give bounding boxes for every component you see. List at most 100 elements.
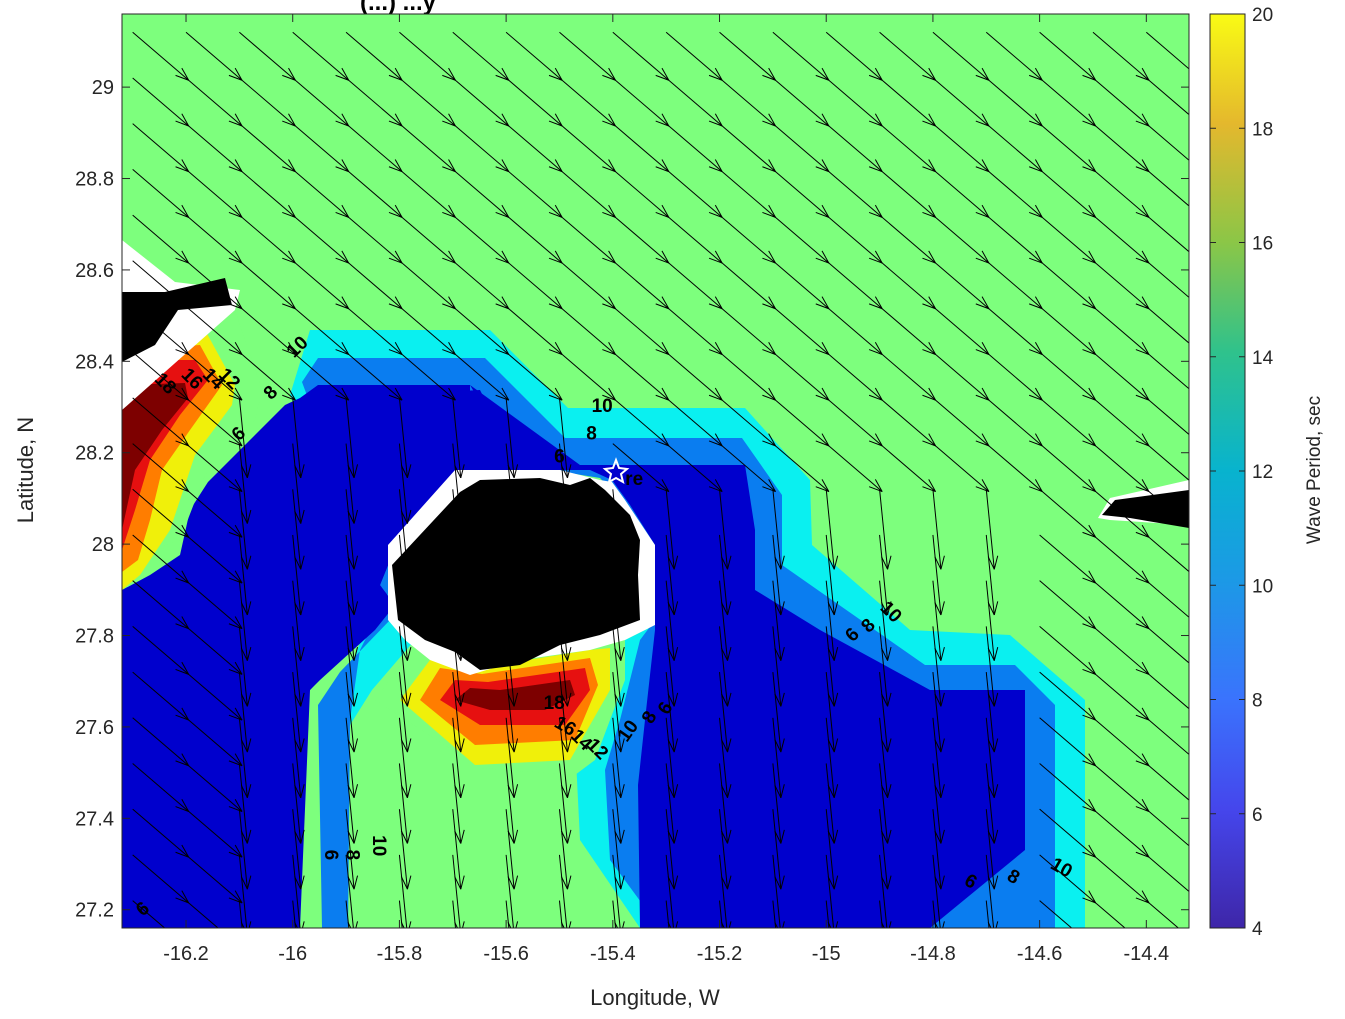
vector-head xyxy=(673,555,679,570)
vector-shaft xyxy=(665,534,675,616)
vector-head xyxy=(815,211,830,218)
vector-shaft xyxy=(132,397,189,447)
vector-head xyxy=(1141,753,1150,767)
vector-head xyxy=(507,693,515,707)
vector-shaft xyxy=(559,77,616,127)
vector-head xyxy=(714,159,723,172)
vector-head xyxy=(1028,257,1043,264)
vector-shaft xyxy=(185,443,243,492)
vector-shaft xyxy=(239,260,296,310)
vector-shaft xyxy=(238,900,243,928)
vector-head xyxy=(720,784,728,798)
vector-head xyxy=(1141,616,1150,629)
vector-head xyxy=(1034,387,1043,401)
vector-head xyxy=(1135,486,1150,493)
vector-shaft xyxy=(719,169,776,218)
vector-shaft xyxy=(719,672,729,753)
vector-head xyxy=(1195,936,1202,948)
vector-shaft xyxy=(719,489,729,570)
vector-head xyxy=(774,556,782,570)
vector-head xyxy=(833,875,839,890)
vector-head xyxy=(1028,74,1043,81)
vector-head xyxy=(833,829,839,844)
vector-head xyxy=(975,74,990,81)
vector-head xyxy=(248,921,252,928)
vector-shaft xyxy=(132,123,189,173)
vector-shaft xyxy=(879,854,888,928)
vector-head xyxy=(655,303,669,310)
vector-head xyxy=(981,433,990,447)
vector-head xyxy=(406,555,412,570)
contour-label: 8 xyxy=(341,850,362,861)
vector-head xyxy=(821,387,830,401)
vector-head xyxy=(400,830,408,844)
vector-head xyxy=(353,509,359,524)
vector-head xyxy=(347,830,355,844)
vector-head xyxy=(548,120,563,127)
vector-head xyxy=(708,440,723,447)
vector-shaft xyxy=(719,900,723,928)
x-axis-label: Longitude, W xyxy=(590,985,720,1010)
vector-head xyxy=(181,433,190,447)
vector-shaft xyxy=(452,672,462,753)
y-axis-ticks: 27.2 27.4 27.6 27.8 28 28.2 28.4 28.6 28.8 29 xyxy=(75,77,1189,922)
vector-head xyxy=(347,784,355,798)
vector-head xyxy=(460,784,465,798)
vector-head xyxy=(353,646,359,661)
vector-head xyxy=(775,968,781,981)
vector-head xyxy=(181,707,190,721)
vector-head xyxy=(655,394,669,401)
vector-head xyxy=(548,166,563,173)
vector-head xyxy=(181,616,190,629)
vector-head xyxy=(975,394,990,401)
vector-shaft xyxy=(132,717,189,767)
vector-shaft xyxy=(239,169,296,218)
vector-head xyxy=(300,829,305,844)
vector-head xyxy=(295,968,301,981)
vector-head xyxy=(614,647,622,661)
vector-head xyxy=(981,113,990,127)
vector-head xyxy=(234,433,243,447)
vector-shaft xyxy=(505,260,563,310)
vector-head xyxy=(228,349,243,355)
vector-shaft xyxy=(932,77,990,127)
vector-shaft xyxy=(132,351,189,401)
vector-head xyxy=(708,394,723,401)
vector-head xyxy=(246,829,252,844)
vector-head xyxy=(922,120,936,127)
vector-head xyxy=(1141,250,1150,264)
vector-head xyxy=(874,342,883,355)
vector-head xyxy=(1088,753,1097,767)
vector-shaft xyxy=(185,626,243,675)
vector-shaft xyxy=(665,443,723,492)
vector-head xyxy=(1189,75,1202,80)
vector-head xyxy=(282,303,296,310)
chart-title: (...) ...y xyxy=(360,0,437,16)
vector-head xyxy=(887,784,892,798)
vector-head xyxy=(874,159,883,172)
vector-shaft xyxy=(452,763,462,844)
vector-shaft xyxy=(932,534,942,616)
vector-shaft xyxy=(985,672,995,753)
vector-shaft xyxy=(612,672,622,753)
vector-head xyxy=(448,204,456,218)
vector-head xyxy=(495,120,509,127)
vector-head xyxy=(1135,257,1150,264)
vector-shaft xyxy=(238,672,248,753)
vector-shaft xyxy=(1092,763,1150,812)
vector-head xyxy=(981,479,990,492)
vector-head xyxy=(1082,120,1096,127)
vector-head xyxy=(768,204,776,218)
vector-shaft xyxy=(772,214,830,264)
vector-head xyxy=(1135,394,1150,401)
vector-shaft xyxy=(719,397,776,447)
vector-head xyxy=(620,692,625,707)
vector-head xyxy=(720,556,728,570)
vector-shaft xyxy=(1039,488,1096,538)
vector-head xyxy=(1135,668,1150,675)
vector-shaft xyxy=(772,763,782,844)
vector-shaft xyxy=(345,763,355,844)
vector-shaft xyxy=(1092,306,1150,355)
vector-head xyxy=(942,921,945,928)
vector-head xyxy=(335,349,349,355)
